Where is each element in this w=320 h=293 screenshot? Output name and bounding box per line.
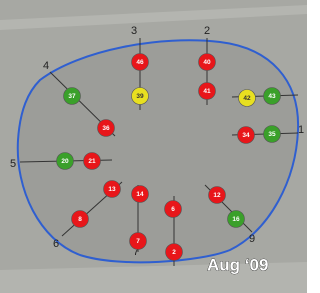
map: 1234567894640394142433736343520211314128… (0, 0, 307, 293)
transect-label: 9 (249, 233, 255, 245)
sample-label: 7 (136, 238, 140, 245)
sample-label: 40 (203, 59, 211, 66)
sample-label: 46 (136, 59, 144, 66)
sample-label: 36 (102, 125, 110, 132)
sample-label: 13 (108, 186, 116, 193)
sample-label: 12 (213, 192, 221, 199)
sample-label: 16 (232, 216, 240, 223)
sample-label: 39 (136, 93, 144, 100)
sample-label: 8 (78, 216, 82, 223)
sample-label: 14 (136, 191, 144, 198)
sample-label: 37 (68, 93, 76, 100)
sample-label: 41 (203, 88, 211, 95)
transect-label: 1 (298, 124, 304, 136)
sample-label: 43 (268, 93, 276, 100)
sample-label: 34 (242, 132, 250, 139)
date-caption: Aug ‘09 (207, 255, 268, 274)
transect-label: 3 (131, 25, 137, 37)
transect-label: 4 (43, 60, 49, 72)
sample-label: 42 (243, 95, 251, 102)
sample-label: 2 (172, 249, 176, 256)
transect-label: 5 (10, 158, 16, 170)
sample-label: 6 (171, 206, 175, 213)
pond-outline (18, 40, 298, 262)
sample-label: 20 (61, 158, 69, 165)
transect-label: 2 (204, 25, 210, 37)
sample-label: 21 (88, 158, 96, 165)
transect-label: 6 (53, 238, 59, 250)
sample-label: 35 (268, 131, 276, 138)
